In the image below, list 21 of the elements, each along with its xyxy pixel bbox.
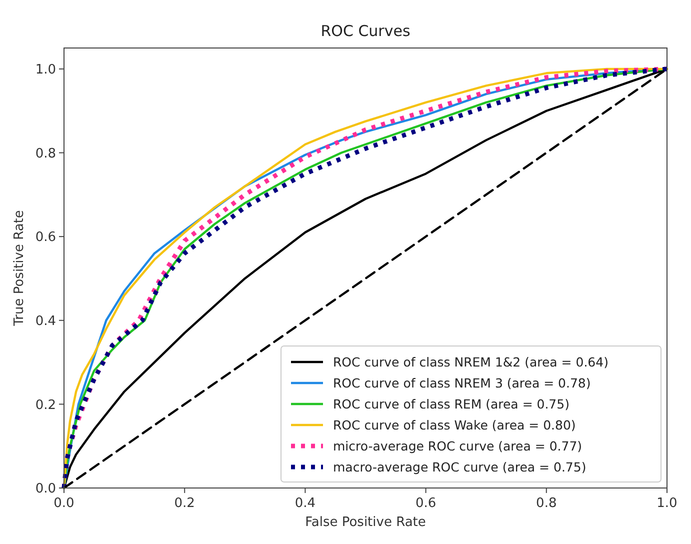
- y-axis-title: True Positive Rate: [12, 210, 27, 327]
- x-tick-label: 0.2: [174, 496, 195, 511]
- x-tick-label: 0.8: [536, 496, 557, 511]
- y-tick-label: 0.6: [35, 230, 56, 246]
- y-tick-label: 0.0: [35, 482, 56, 497]
- y-tick-label: 1.0: [35, 62, 56, 78]
- legend-label: ROC curve of class NREM 1&2 (area = 0.64): [333, 354, 608, 370]
- legend-label: macro-average ROC curve (area = 0.75): [333, 459, 586, 474]
- x-tick-label: 0.0: [54, 496, 74, 511]
- y-tick-label: 0.8: [35, 146, 56, 162]
- y-tick-label: 0.4: [35, 314, 56, 329]
- x-tick-label: 0.6: [415, 496, 436, 511]
- x-tick-label: 0.4: [294, 496, 316, 511]
- x-axis-title: False Positive Rate: [305, 515, 426, 530]
- y-tick-label: 0.2: [35, 398, 56, 413]
- chart-title: ROC Curves: [320, 22, 410, 40]
- legend-label: micro-average ROC curve (area = 0.77): [333, 438, 582, 454]
- x-tick-label: 1.0: [656, 496, 678, 511]
- legend-label: ROC curve of class NREM 3 (area = 0.78): [333, 375, 591, 390]
- legend-label: ROC curve of class Wake (area = 0.80): [333, 417, 576, 432]
- legend-label: ROC curve of class REM (area = 0.75): [333, 396, 570, 412]
